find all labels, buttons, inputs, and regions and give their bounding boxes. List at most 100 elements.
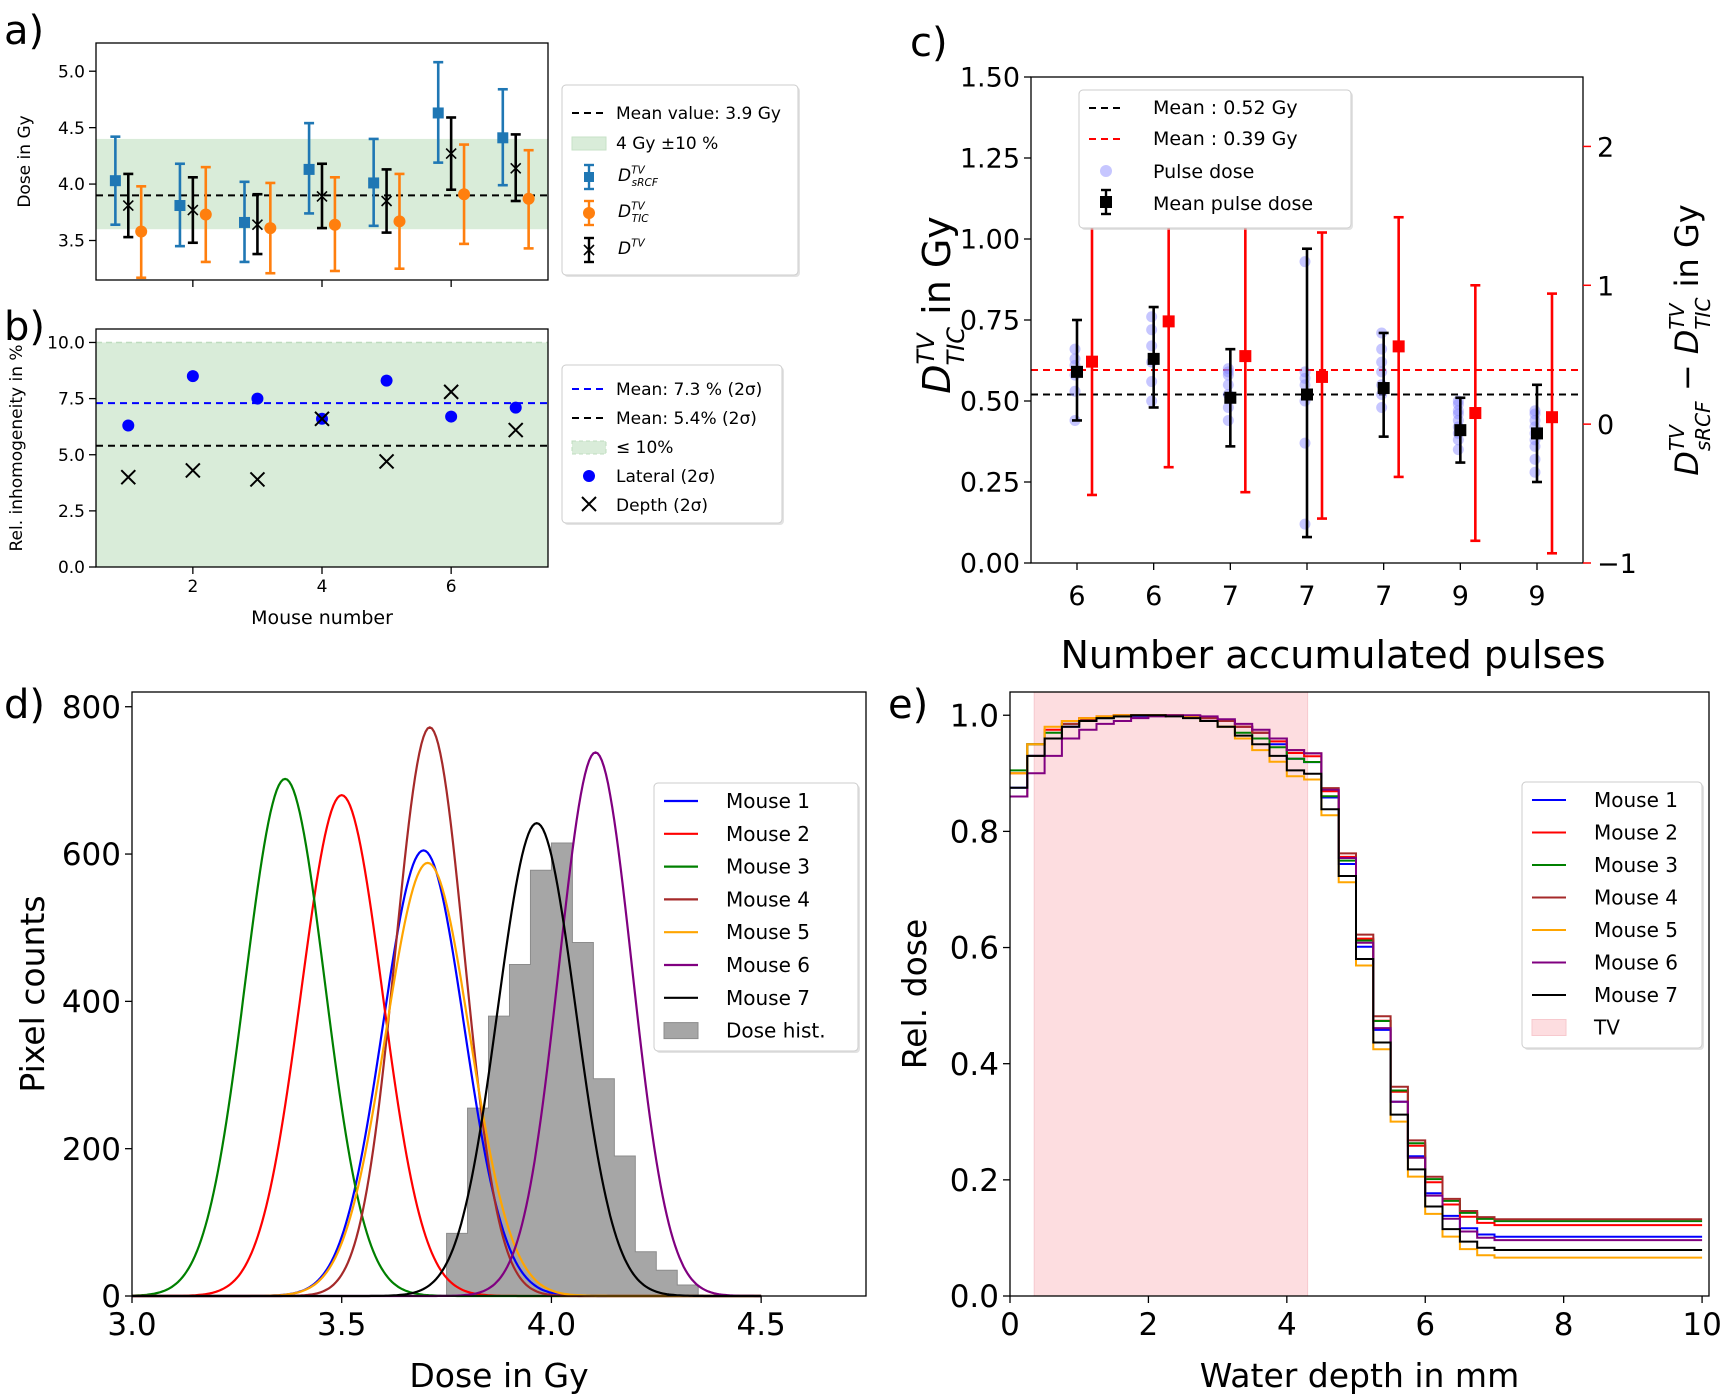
x-tick-label: 2 <box>1139 1307 1159 1343</box>
legend-hist-swatch <box>663 1022 699 1040</box>
y-tick-label: 5.0 <box>58 62 85 82</box>
legend-box <box>1521 781 1703 1049</box>
legend-label: Mouse 5 <box>1594 918 1678 942</box>
y-tick-label: 1.25 <box>960 144 1020 175</box>
legend-label: 4 Gy ±10 % <box>616 134 718 154</box>
y-tick-label: 0.2 <box>950 1163 999 1199</box>
x-tick-label: 6 <box>1415 1307 1435 1343</box>
TV-marker <box>187 204 199 216</box>
pulse-dose-point <box>1146 395 1158 407</box>
y-axis-label: Dose in Gy <box>15 115 35 207</box>
x-tick-label: 9 <box>1528 581 1545 612</box>
pulse-dose-point <box>1069 343 1081 355</box>
TIC-marker <box>135 225 148 238</box>
axes-frame <box>1009 691 1710 1297</box>
legend-label: Mouse 1 <box>1594 788 1678 812</box>
TV-marker <box>445 148 457 160</box>
y-tick-label: 1.0 <box>950 698 999 734</box>
pulse-dose-point <box>1299 437 1311 449</box>
panel-letter-a: a) <box>4 8 44 54</box>
pulse-dose-point <box>1299 256 1311 268</box>
x-axis-label: Mouse number <box>251 607 393 629</box>
legend-tv-swatch <box>1531 1019 1567 1036</box>
depth-point <box>508 422 524 438</box>
pulse-dose-point <box>1069 385 1081 397</box>
legend-box <box>1078 89 1352 229</box>
pulse-dose-point <box>1452 444 1464 456</box>
lateral-point <box>122 419 135 432</box>
y-tick-label: 0.25 <box>960 468 1020 499</box>
legend-label: Mouse 2 <box>1594 821 1678 845</box>
tolerance-band <box>96 342 548 567</box>
legend-box <box>653 782 859 1052</box>
x-tick-label: 7 <box>1298 581 1315 612</box>
legend-label: Mean pulse dose <box>1153 193 1313 215</box>
left-y-axis-text: DTVTIC in Gy <box>912 216 970 394</box>
pulse-dose-point <box>1299 366 1311 378</box>
legend-label: TV <box>1593 1016 1620 1040</box>
y-tick-label: 0.0 <box>950 1279 999 1315</box>
pulse-dose-point <box>1146 340 1158 352</box>
legend-label: Depth (2σ) <box>616 496 708 516</box>
TV-marker <box>251 219 263 231</box>
mean-pulse-marker <box>1071 365 1083 378</box>
depth-point <box>120 469 136 485</box>
left-y-axis-label: DTVTIC in Gy <box>912 216 970 394</box>
legend-series-label: DTV <box>618 237 646 259</box>
legend-label: Dose hist. <box>726 1019 826 1043</box>
y-tick-label: 1.50 <box>960 63 1020 94</box>
y-axis-label: Rel. dose <box>895 919 934 1070</box>
tv-band <box>1033 691 1309 1297</box>
right-y-tick-label: 1 <box>1597 271 1614 302</box>
axes-frame <box>131 691 867 1297</box>
TV-marker <box>122 199 134 212</box>
pulse-dose-point <box>1376 401 1388 413</box>
x-tick-label: 4.5 <box>736 1307 785 1343</box>
dose-histogram <box>446 842 720 1297</box>
sRCF-marker <box>497 132 509 144</box>
depth-dose-mouse6 <box>1010 714 1703 1242</box>
panel-letter-e: e) <box>888 682 928 728</box>
x-tick-label: 4 <box>317 577 328 597</box>
pulse-dose-point <box>1376 356 1388 368</box>
legend-box <box>561 84 799 276</box>
legend-label: Mouse 4 <box>726 887 810 911</box>
panel-b-inhomogeneity: 0.0 2.5 5.0 7.5 10.0 2 4 6 Mouse number Rel. inho… <box>7 328 784 629</box>
legend-mean-pulse-marker <box>1100 196 1112 208</box>
legend-TV-marker <box>583 244 595 256</box>
lateral-point <box>380 374 393 387</box>
y-tick-label: 0.75 <box>960 306 1020 337</box>
legend-TIC-marker <box>583 207 595 219</box>
y-tick-label: 7.5 <box>58 390 85 410</box>
lateral-point <box>186 370 199 383</box>
y-tick-label: 0.50 <box>960 387 1020 418</box>
legend-label: Mouse 6 <box>726 953 810 977</box>
TV-marker <box>316 190 328 203</box>
panel-letter-b: b) <box>4 304 45 350</box>
panel-a-dose-per-mouse: 3.5 4.0 4.5 5.0 Dose in Gy Mean value: 3.9 Gy… <box>15 42 800 287</box>
depth-point <box>378 453 395 470</box>
difference-marker <box>1162 315 1175 328</box>
difference-marker <box>1239 350 1252 363</box>
TIC-marker <box>458 188 471 201</box>
legend-depth-marker <box>581 496 597 512</box>
legend-label: Mouse 4 <box>1594 886 1678 910</box>
sRCF-marker <box>174 200 186 212</box>
legend-label: Mean: 5.4% (2σ) <box>616 409 757 429</box>
pulse-dose-point <box>1299 518 1311 530</box>
x-tick-label: 4.0 <box>527 1307 576 1343</box>
x-tick-label: 3.5 <box>317 1307 366 1343</box>
x-tick-label: 7 <box>1375 581 1392 612</box>
legend-label: Mouse 7 <box>726 986 810 1010</box>
lateral-point <box>251 392 264 405</box>
y-tick-label: 2.5 <box>58 502 85 522</box>
lateral-point <box>509 401 522 414</box>
mean-pulse-marker <box>1377 382 1390 395</box>
mean-pulse-marker <box>1147 352 1160 365</box>
legend-series-label: DTV sRCF <box>618 164 659 189</box>
legend-label: Mean : 0.39 Gy <box>1153 128 1298 150</box>
right-y-tick-label: 2 <box>1597 132 1614 163</box>
mean-pulse-marker <box>1301 388 1313 401</box>
legend-label: Mean : 0.52 Gy <box>1153 97 1298 119</box>
